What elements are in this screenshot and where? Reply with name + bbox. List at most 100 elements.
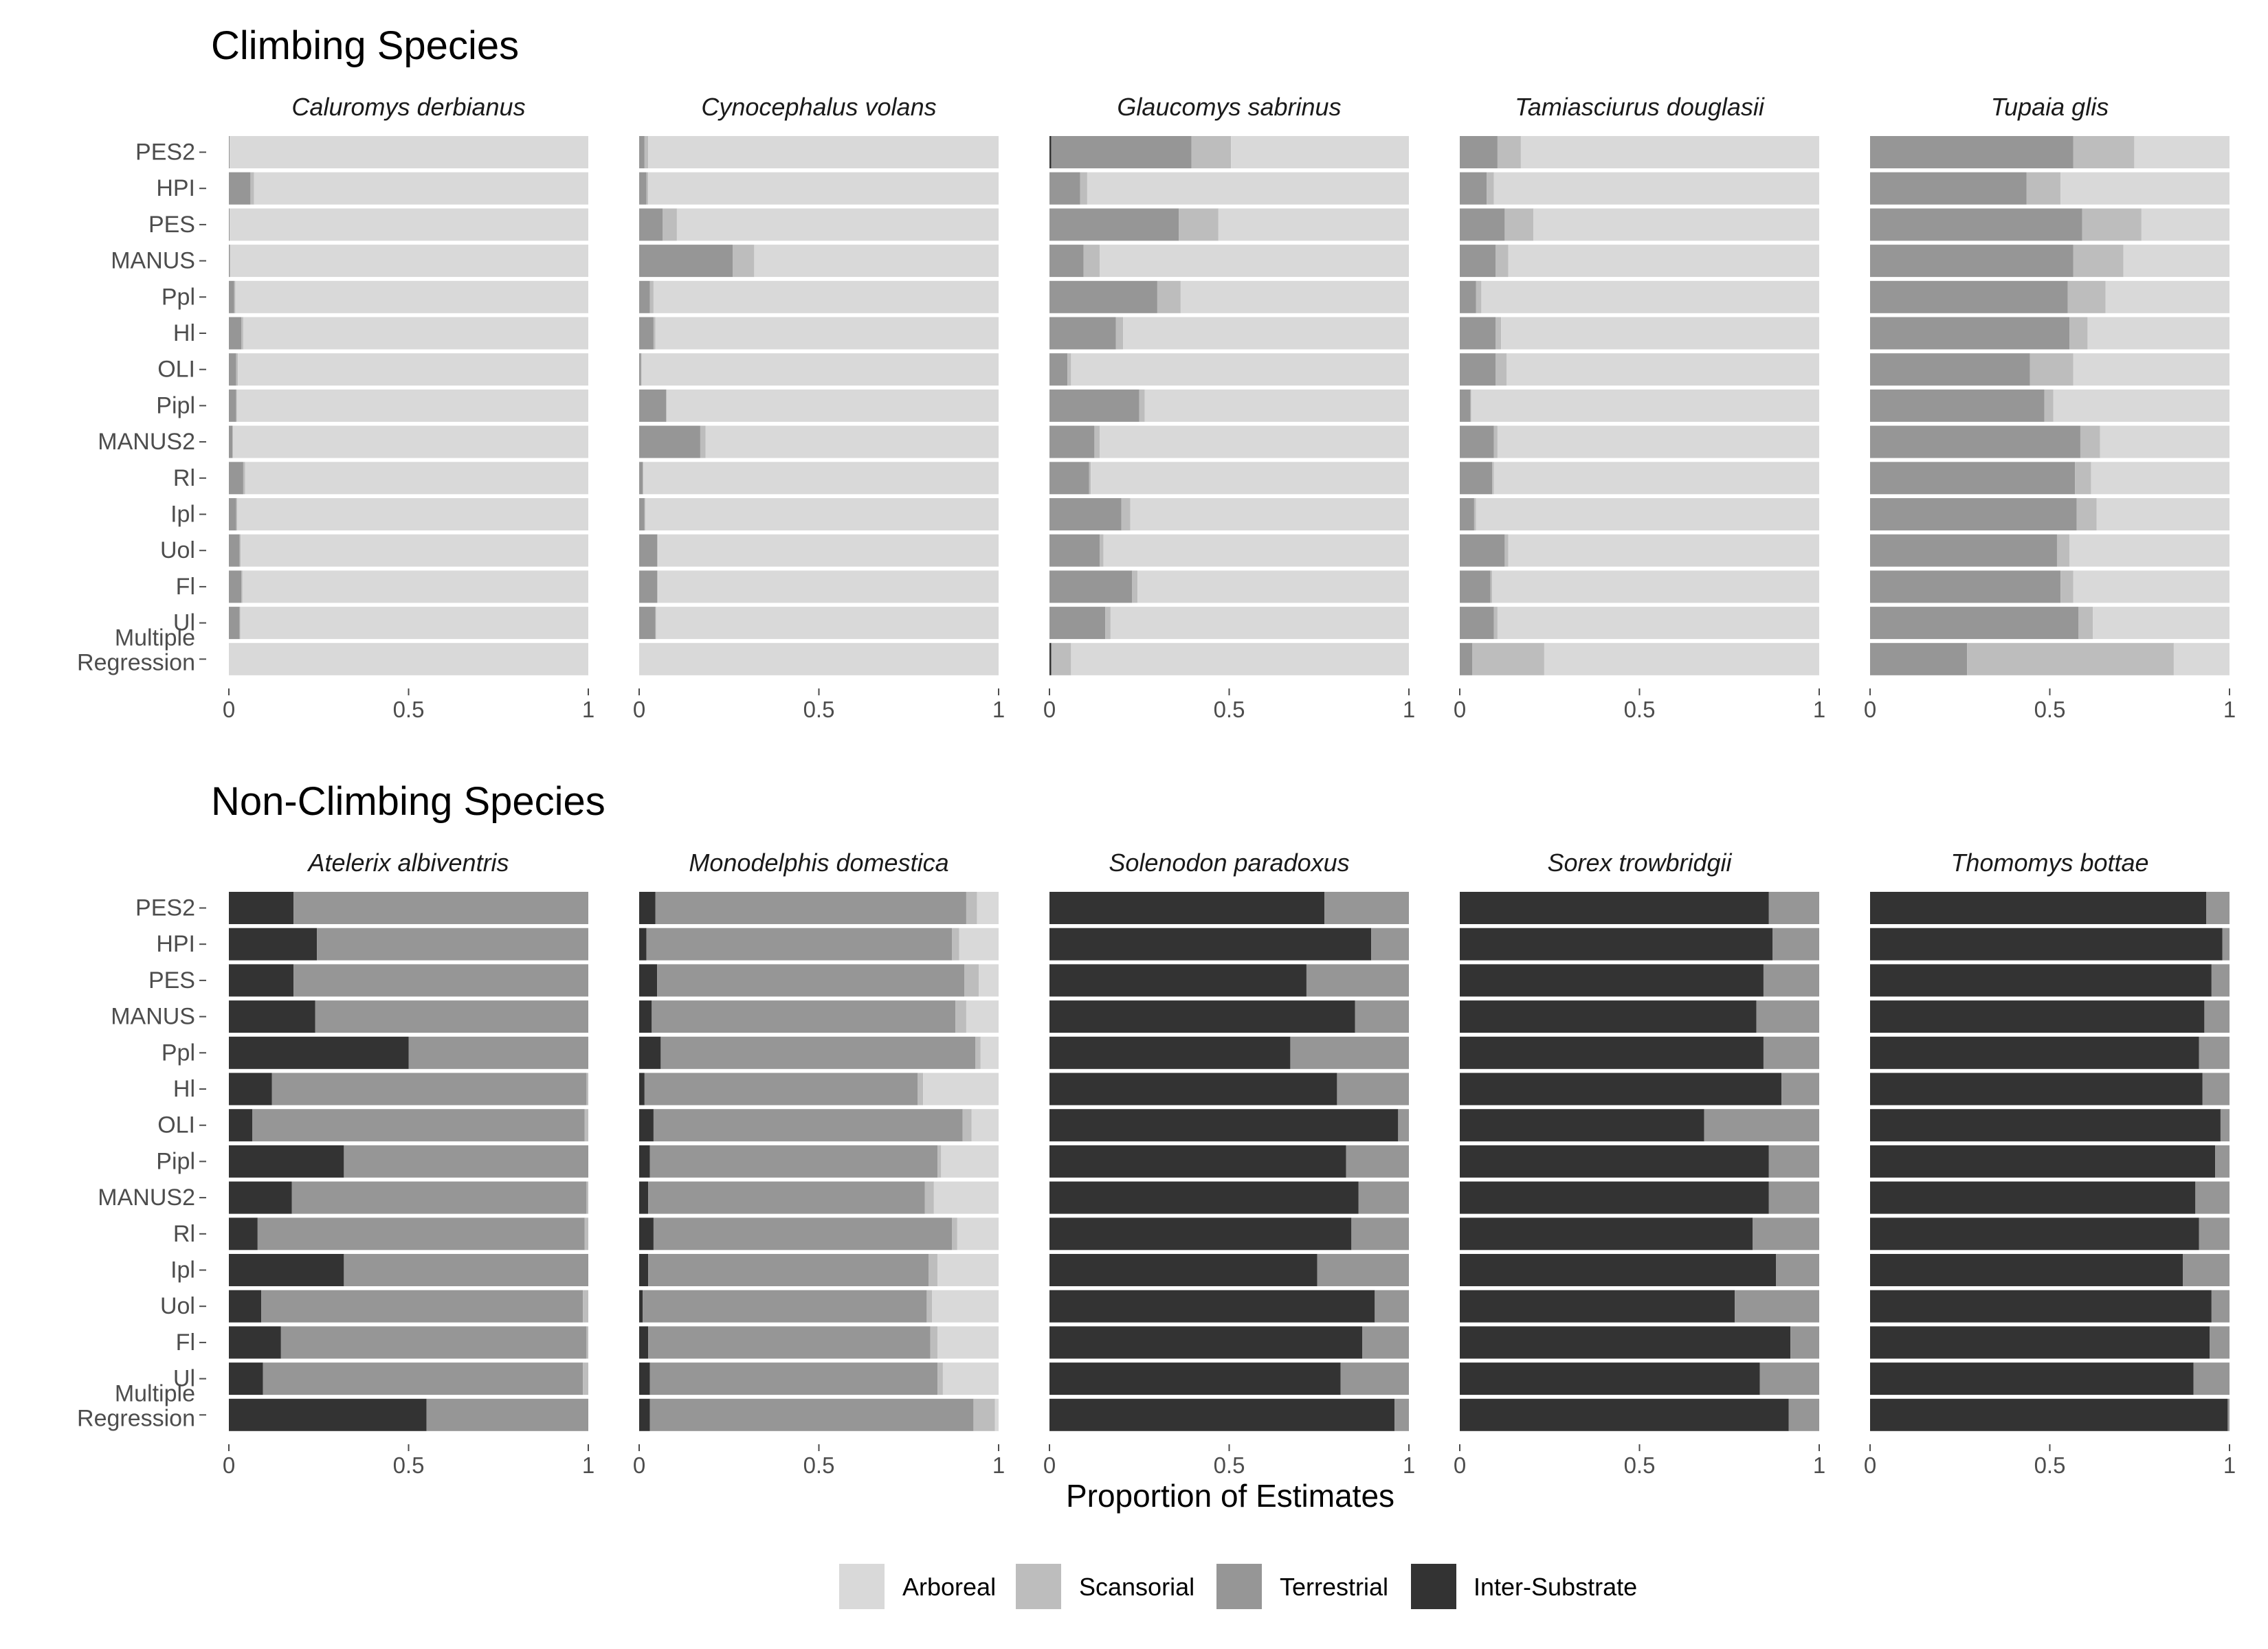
y-tick-label: Uol <box>160 537 195 563</box>
facet-title: Atelerix albiventris <box>307 849 509 877</box>
bar-segment-terrestrial <box>1355 1000 1409 1033</box>
bar-segment-scansorial <box>924 1181 934 1214</box>
bar-segment-inter-substrate <box>1870 964 2212 997</box>
bar-segment-scansorial <box>663 208 677 241</box>
bar-segment-terrestrial <box>263 1362 583 1395</box>
bar-segment-terrestrial <box>2210 1326 2230 1359</box>
y-tick-label: Fl <box>176 1330 195 1356</box>
bar-segment-inter-substrate <box>1460 1362 1760 1395</box>
legend-label: Terrestrial <box>1280 1573 1388 1601</box>
facet-title: Thomomys bottae <box>1950 849 2148 877</box>
bar-segment-arboreal <box>1506 353 1819 386</box>
bar-segment-arboreal <box>667 389 999 422</box>
bar-segment-inter-substrate <box>639 892 656 924</box>
bar-segment-inter-substrate <box>1870 1036 2199 1069</box>
bar-segment-terrestrial <box>1870 389 2045 422</box>
facet-title: Caluromys derbianus <box>291 93 525 121</box>
x-tick-label: 0 <box>633 697 645 722</box>
bar-segment-scansorial <box>1474 498 1476 530</box>
bar-segment-terrestrial <box>2222 928 2230 961</box>
y-tick-label: PES <box>148 967 195 994</box>
bar-segment-arboreal <box>230 208 588 241</box>
bar-segment-arboreal <box>230 245 588 278</box>
bar-segment-terrestrial <box>1768 1181 1819 1214</box>
y-tick-label: Hl <box>173 320 195 346</box>
bar-segment-terrestrial <box>1870 136 2074 168</box>
x-tick-label: 0 <box>1043 1452 1056 1478</box>
bar-segment-arboreal <box>1508 534 1819 567</box>
bar-segment-scansorial <box>239 607 241 640</box>
group-title: Non-Climbing Species <box>211 779 605 824</box>
bar-segment-terrestrial <box>2199 1218 2230 1250</box>
x-tick-label: 0.5 <box>2034 697 2066 722</box>
y-tick-label: Rl <box>173 1221 195 1247</box>
bar-segment-scansorial <box>964 964 979 997</box>
bar-segment-inter-substrate <box>1460 928 1773 961</box>
y-tick-label: Fl <box>176 574 195 600</box>
bar-segment-terrestrial <box>1870 607 2079 640</box>
bar-segment-terrestrial <box>229 280 234 313</box>
bar-segment-inter-substrate <box>1049 642 1052 675</box>
legend-swatch <box>839 1564 885 1609</box>
bar-segment-terrestrial <box>1049 570 1133 603</box>
bar-segment-inter-substrate <box>1460 1109 1704 1142</box>
bar-segment-terrestrial <box>1460 607 1494 640</box>
bar-segment-terrestrial <box>1870 353 2030 386</box>
bar-segment-inter-substrate <box>1049 1000 1355 1033</box>
bar-segment-terrestrial <box>1870 498 2077 530</box>
bar-segment-terrestrial <box>1049 425 1095 458</box>
bar-segment-inter-substrate <box>639 1073 645 1106</box>
bar-segment-scansorial <box>1967 642 2174 675</box>
bar-segment-terrestrial <box>1049 534 1100 567</box>
bar-segment-scansorial <box>657 534 658 567</box>
x-tick-label: 0.5 <box>1214 697 1245 722</box>
bar-segment-scansorial <box>1179 208 1219 241</box>
bar-segment-inter-substrate <box>1460 964 1764 997</box>
y-tick-label: Uol <box>160 1293 195 1319</box>
bar-segment-terrestrial <box>639 570 658 603</box>
bar-segment-arboreal <box>648 172 999 205</box>
bar-segment-arboreal <box>2087 317 2230 350</box>
bar-segment-arboreal <box>994 1398 999 1431</box>
bar-segment-scansorial <box>641 353 642 386</box>
x-tick-label: 0 <box>1043 697 1056 722</box>
bar-segment-scansorial <box>583 1362 588 1395</box>
bar-segment-arboreal <box>237 498 588 530</box>
bar-segment-inter-substrate <box>229 964 294 997</box>
bar-segment-terrestrial <box>1756 1000 1819 1033</box>
bar-segment-terrestrial <box>1704 1109 1819 1142</box>
bar-segment-arboreal <box>1100 425 1409 458</box>
bar-segment-terrestrial <box>1768 892 1819 924</box>
bar-segment-arboreal <box>1137 570 1409 603</box>
bar-segment-terrestrial <box>639 136 645 168</box>
bar-segment-scansorial <box>1496 317 1502 350</box>
bar-segment-terrestrial <box>655 892 966 924</box>
bar-segment-terrestrial <box>2211 964 2230 997</box>
bar-segment-scansorial <box>1497 136 1521 168</box>
bar-segment-arboreal <box>238 353 588 386</box>
bar-segment-scansorial <box>2076 498 2097 530</box>
bar-segment-inter-substrate <box>1870 892 2207 924</box>
bar-segment-terrestrial <box>2183 1254 2230 1286</box>
bar-segment-terrestrial <box>2227 1398 2230 1431</box>
bar-segment-inter-substrate <box>1049 892 1325 924</box>
y-tick-label: Multiple Regression <box>77 1380 195 1431</box>
bar-segment-inter-substrate <box>1049 1326 1363 1359</box>
bar-segment-arboreal <box>2173 642 2230 675</box>
bar-segment-scansorial <box>1504 208 1534 241</box>
bar-segment-terrestrial <box>1049 498 1122 530</box>
x-tick-label: 0 <box>1454 697 1466 722</box>
bar-segment-inter-substrate <box>1870 928 2223 961</box>
bar-segment-scansorial <box>1191 136 1232 168</box>
bar-segment-arboreal <box>2060 172 2230 205</box>
group-title: Climbing Species <box>211 23 519 68</box>
y-tick-label: Pipl <box>156 392 195 418</box>
x-tick-label: 0.5 <box>1624 1452 1656 1478</box>
bar-segment-terrestrial <box>1870 172 2027 205</box>
bar-segment-terrestrial <box>2206 892 2230 924</box>
x-tick-label: 0.5 <box>803 1452 835 1478</box>
x-tick-label: 0 <box>223 697 235 722</box>
bar-segment-arboreal <box>2091 462 2230 495</box>
bar-segment-terrestrial <box>649 1362 938 1395</box>
